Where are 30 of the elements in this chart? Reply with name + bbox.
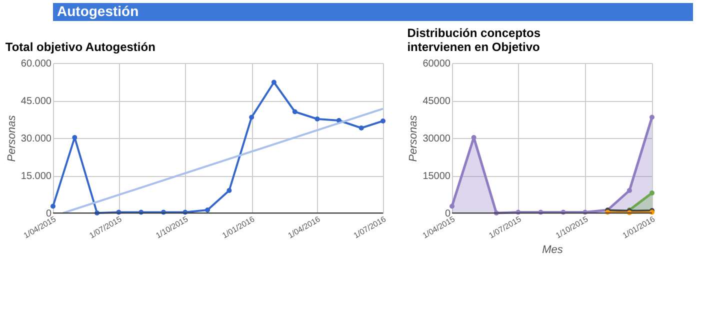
point: [450, 204, 454, 209]
text: Autogestión: [57, 3, 139, 19]
point: [380, 118, 386, 124]
point: [358, 126, 364, 130]
x-axis-title: Mes: [542, 244, 564, 256]
y-axis-title: Personas: [408, 114, 420, 162]
y-tick-label: 15.000: [20, 171, 52, 182]
point: [226, 188, 232, 193]
point: [626, 188, 632, 193]
point: [50, 204, 56, 209]
text: Distribución conceptos: [407, 26, 541, 40]
point: [314, 116, 320, 122]
point: [205, 208, 210, 212]
point: [249, 114, 254, 120]
y-tick-label: 45.000: [20, 96, 52, 107]
y-tick-label: 45000: [422, 96, 451, 107]
y-tick-label: 15000: [422, 171, 451, 182]
y-axis-title: Personas: [6, 114, 18, 162]
y-tick-label: 30000: [422, 134, 451, 144]
point: [72, 135, 78, 140]
point: [471, 135, 476, 140]
point: [292, 109, 298, 114]
point: [650, 190, 654, 196]
point: [271, 80, 276, 85]
chart-title: Total objetivo Autogestión: [5, 40, 156, 54]
y-tick-label: 60.000: [20, 58, 52, 70]
y-tick-label: 60000: [422, 58, 451, 70]
y-tick-label: 30.000: [20, 134, 52, 144]
text: intervienen en Objetivo: [407, 40, 540, 54]
point: [650, 114, 654, 120]
